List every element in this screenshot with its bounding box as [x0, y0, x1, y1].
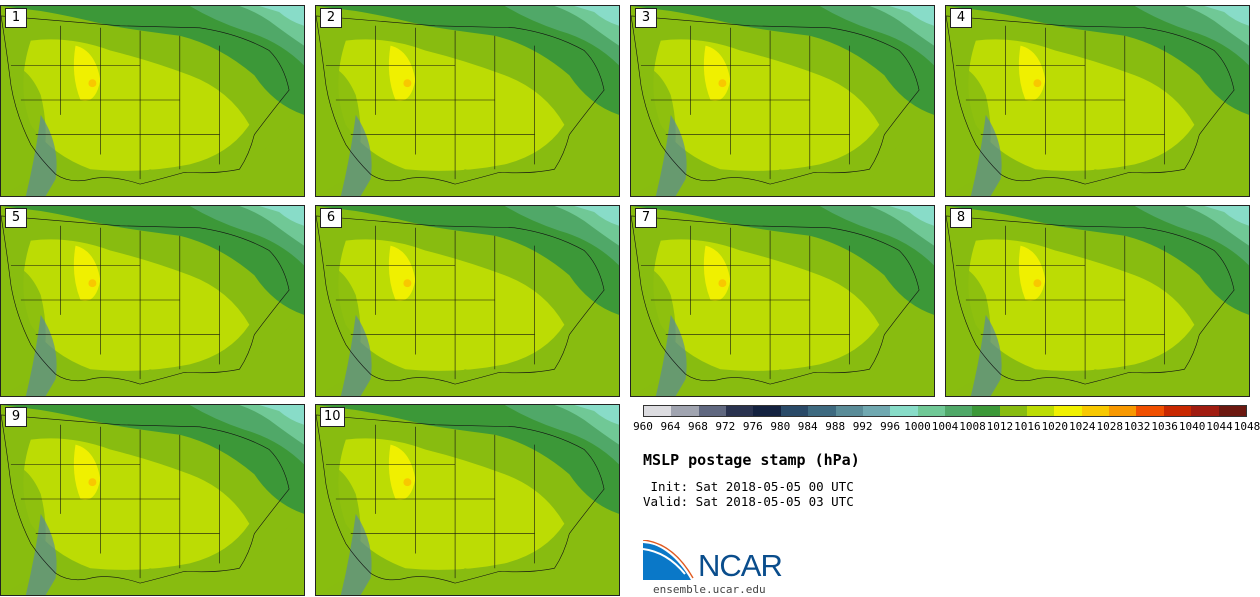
color-bar-tick-label: 980 [770, 420, 791, 433]
stamp-panel-9: 9 [0, 404, 305, 596]
map-area [1, 6, 304, 196]
init-time: Init: Sat 2018-05-05 00 UTC [643, 479, 854, 494]
panel-label: 8 [950, 208, 972, 228]
color-bar-tick-label: 968 [687, 420, 708, 433]
ncar-logo [643, 540, 694, 580]
color-bar-swatch [835, 406, 863, 416]
map-area [1, 405, 304, 595]
color-bar-swatch [808, 406, 836, 416]
chart-title: MSLP postage stamp (hPa) [643, 451, 860, 469]
color-bar-tick-label: 960 [633, 420, 653, 433]
pressure-map [946, 6, 1249, 196]
map-area [1, 206, 304, 396]
color-bar-tick-label: 1040 [1178, 420, 1206, 433]
pressure-map [1, 405, 304, 595]
color-bar-swatch [1163, 406, 1192, 416]
color-bar-swatch [1081, 406, 1110, 416]
color-bar-tick-label: 1016 [1014, 420, 1041, 433]
panel-label: 3 [635, 8, 657, 28]
color-bar-swatch [999, 406, 1028, 416]
color-bar-tick-label: 1048 [1233, 420, 1260, 433]
color-bar-swatch [753, 406, 781, 416]
stamp-panel-3: 3 [630, 5, 935, 197]
panel-label: 5 [5, 208, 27, 228]
map-area [316, 405, 619, 595]
pressure-map [631, 6, 934, 196]
color-bar-legend: 960 964 968 972 976 980 984 988 992 996 1000 1004 10… [633, 405, 1260, 434]
stamp-panel-10: 10 [315, 404, 620, 596]
color-bar-tick-label: 1024 [1069, 420, 1096, 433]
map-area [316, 6, 619, 196]
stamp-panel-6: 6 [315, 205, 620, 397]
pressure-map [631, 206, 934, 396]
color-bar-swatch [1136, 406, 1164, 416]
color-bar-swatch [1109, 406, 1137, 416]
panel-label: 9 [5, 407, 27, 427]
stamp-panel-7: 7 [630, 205, 935, 397]
valid-time: Valid: Sat 2018-05-05 03 UTC [643, 494, 854, 509]
panel-label: 10 [320, 407, 345, 427]
color-bar-swatch [972, 406, 1000, 416]
color-bar-swatch [726, 406, 754, 416]
stamp-panel-4: 4 [945, 5, 1250, 197]
color-bar-tick-label: 976 [742, 420, 763, 433]
color-bar-swatches [643, 405, 1247, 417]
color-bar-tick-label: 996 [880, 420, 901, 433]
pressure-map [1, 6, 304, 196]
panel-label: 1 [5, 8, 27, 28]
panel-label: 7 [635, 208, 657, 228]
color-bar-tick-label: 984 [797, 420, 818, 433]
color-bar-tick-label: 1032 [1123, 420, 1151, 433]
pressure-map [946, 206, 1249, 396]
color-bar-swatch [862, 406, 891, 416]
map-area [946, 6, 1249, 196]
color-bar-tick-label: 1036 [1151, 420, 1178, 433]
pressure-map [316, 6, 619, 196]
pressure-map [1, 206, 304, 396]
color-bar-swatch [1191, 406, 1219, 416]
color-bar-tick-label: 992 [852, 420, 873, 433]
color-bar-swatch [644, 406, 672, 416]
color-bar-labels: 960 964 968 972 976 980 984 988 992 996 1000 1004 10… [633, 420, 1260, 434]
color-bar-tick-label: 1012 [986, 420, 1014, 433]
color-bar-swatch [890, 406, 918, 416]
stamp-panel-1: 1 [0, 5, 305, 197]
color-bar-tick-label: 1028 [1096, 420, 1123, 433]
color-bar-swatch [917, 406, 945, 416]
color-bar-swatch [1027, 406, 1055, 416]
panel-label: 2 [320, 8, 342, 28]
color-bar-swatch [671, 406, 699, 416]
map-area [631, 6, 934, 196]
stamp-panel-5: 5 [0, 205, 305, 397]
ncar-logo-text: NCAR [698, 548, 783, 583]
color-bar-tick-label: 1044 [1206, 420, 1233, 433]
color-bar-tick-label: 1004 [931, 420, 959, 433]
panel-label: 6 [320, 208, 342, 228]
color-bar-tick-label: 1000 [904, 420, 931, 433]
map-area [316, 206, 619, 396]
source-url: ensemble.ucar.edu [653, 583, 766, 596]
color-bar-tick-label: 972 [715, 420, 736, 433]
pressure-map [316, 206, 619, 396]
stamp-panel-8: 8 [945, 205, 1250, 397]
color-bar-tick-label: 1020 [1041, 420, 1069, 433]
stamp-panel-2: 2 [315, 5, 620, 197]
panel-label: 4 [950, 8, 972, 28]
color-bar-tick-label: 1008 [959, 420, 986, 433]
color-bar-swatch [1218, 406, 1246, 416]
pressure-map [316, 405, 619, 595]
map-area [946, 206, 1249, 396]
color-bar-tick-label: 964 [660, 420, 681, 433]
color-bar-swatch [944, 406, 973, 416]
color-bar-tick-label: 988 [825, 420, 846, 433]
map-area [631, 206, 934, 396]
color-bar-swatch [1054, 406, 1082, 416]
color-bar-swatch [698, 406, 727, 416]
color-bar-swatch [780, 406, 809, 416]
init-valid-times: Init: Sat 2018-05-05 00 UTC Valid: Sat 2… [643, 479, 854, 509]
